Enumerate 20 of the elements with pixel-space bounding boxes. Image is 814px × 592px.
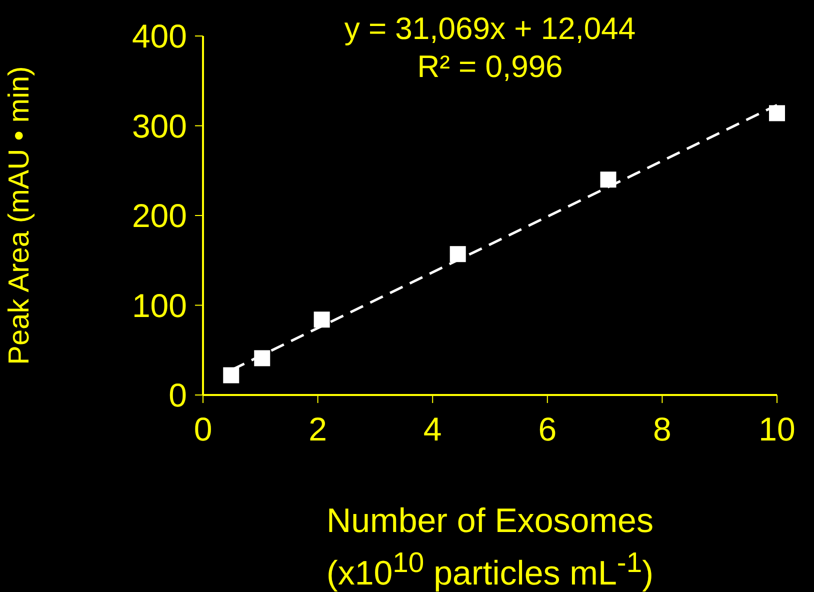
x-axis-title: Number of Exosomes (x10$^{10}$ particles mL$^{-1}$) xyxy=(326,501,654,592)
y-tick-label: 400 xyxy=(132,18,187,55)
point xyxy=(314,312,330,328)
point xyxy=(600,172,616,188)
point xyxy=(769,105,785,122)
y-tick-label: 300 xyxy=(132,107,187,144)
x-tick-label: 0 xyxy=(194,410,212,448)
annotation: y = 31,069x + 12,044 xyxy=(343,10,637,48)
y-axis-title: Peak Area (mAU • min) xyxy=(3,66,36,365)
x-tick-label: 10 xyxy=(758,410,796,448)
x-tick-label: 6 xyxy=(538,410,557,448)
point xyxy=(223,367,240,384)
y-tick-label: 100 xyxy=(132,286,187,324)
x-tick-label: 2 xyxy=(308,410,327,448)
x-tick-label: 4 xyxy=(423,410,442,448)
y-tick-label: 200 xyxy=(132,197,187,234)
annotation: R² = 0,996 xyxy=(416,48,564,86)
point xyxy=(450,246,466,262)
x-tick-label: 8 xyxy=(653,410,672,448)
y-tick-label: 0 xyxy=(168,376,187,414)
